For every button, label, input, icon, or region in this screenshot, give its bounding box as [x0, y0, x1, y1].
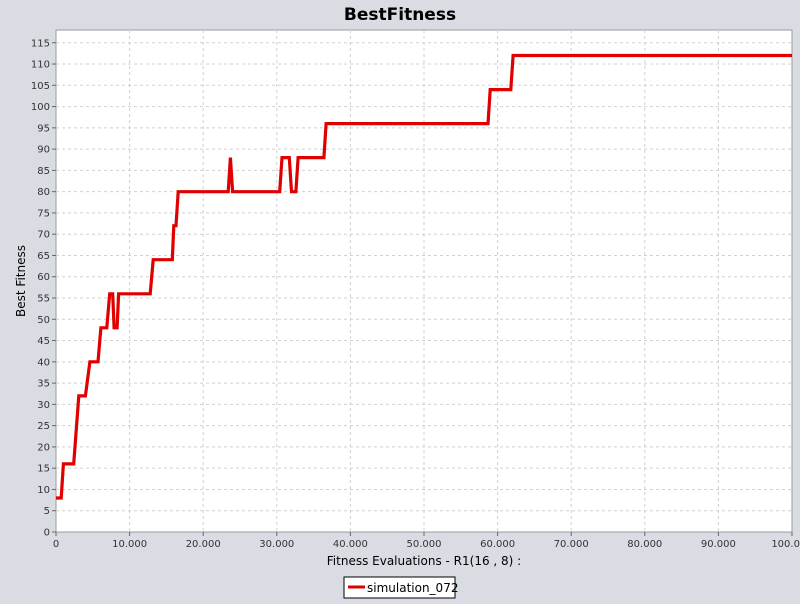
y-axis-label: Best Fitness [14, 245, 28, 317]
y-tick-label: 5 [44, 506, 50, 517]
x-tick-label: 80.000 [627, 539, 662, 550]
y-tick-label: 80 [37, 187, 50, 198]
grid [56, 30, 792, 532]
y-tick-label: 30 [37, 400, 50, 411]
x-tick-label: 60.000 [480, 539, 515, 550]
x-axis: 0 10.000 20.000 30.000 40.000 50.000 60.000 70.… [53, 532, 800, 550]
legend-label: simulation_072 [367, 581, 458, 595]
y-tick-label: 15 [37, 464, 50, 475]
series-layer [56, 53, 792, 500]
y-tick-label: 85 [37, 166, 50, 177]
y-tick-label: 100 [31, 102, 50, 113]
y-tick-label: 70 [37, 230, 50, 241]
x-tick-label: 20.000 [186, 539, 221, 550]
y-tick-label: 40 [37, 357, 50, 368]
x-tick-label: 40.000 [333, 539, 368, 550]
x-tick-label: 90.000 [701, 539, 736, 550]
y-tick-label: 50 [37, 315, 50, 326]
y-tick-label: 20 [37, 442, 50, 453]
legend: simulation_072 [343, 576, 458, 599]
y-tick-label: 105 [31, 81, 50, 92]
y-tick-label: 110 [31, 60, 50, 71]
x-tick-label: 50.000 [407, 539, 442, 550]
y-tick-label: 10 [37, 485, 50, 496]
x-tick-label: 0 [53, 539, 59, 550]
plot-area [55, 29, 793, 533]
y-tick-label: 75 [37, 208, 50, 219]
chart-title: BestFitness [344, 5, 456, 25]
y-tick-label: 55 [37, 294, 50, 305]
x-axis-label: Fitness Evaluations - R1(16 , 8) : [327, 554, 521, 568]
x-tick-label: 100.000 [771, 539, 800, 550]
x-tick-label: 10.000 [112, 539, 147, 550]
y-tick-label: 60 [37, 272, 50, 283]
x-tick-label: 70.000 [554, 539, 589, 550]
y-tick-label: 65 [37, 251, 50, 262]
y-tick-label: 95 [37, 123, 50, 134]
y-tick-label: 25 [37, 421, 50, 432]
y-tick-label: 0 [44, 528, 50, 539]
y-tick-label: 35 [37, 379, 50, 390]
series-line [56, 53, 792, 500]
y-tick-label: 90 [37, 145, 50, 156]
y-tick-label: 45 [37, 336, 50, 347]
legend-box [343, 576, 456, 599]
y-axis: 0 5 10 15 20 25 30 35 40 45 50 55 60 65 70 75 80 85 90 95 10… [31, 38, 56, 539]
y-tick-label: 115 [31, 38, 50, 49]
x-tick-label: 30.000 [259, 539, 294, 550]
